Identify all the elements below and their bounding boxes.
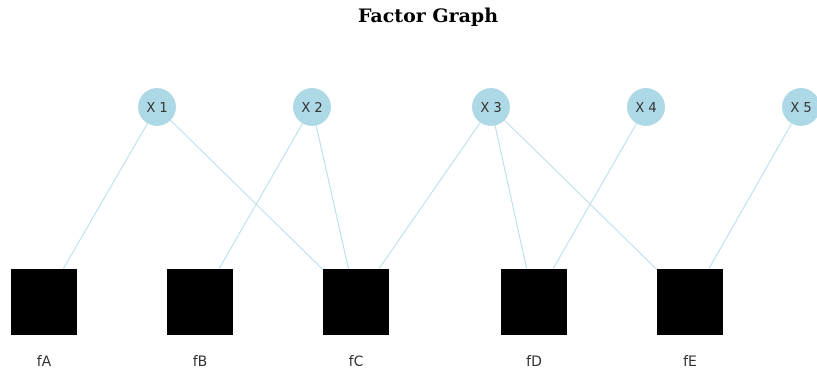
factor-label: fE <box>683 354 697 370</box>
factor-node-fc: fC <box>323 269 389 370</box>
edge-x5-fe <box>708 123 793 270</box>
variable-label: X 2 <box>301 101 322 116</box>
variable-circle <box>293 88 331 126</box>
factor-square <box>11 269 77 335</box>
variable-node-x1: X 1 <box>138 88 176 126</box>
variable-label: X 1 <box>146 101 167 116</box>
factor-label: fD <box>526 354 542 370</box>
edge-x4-fd <box>552 123 637 270</box>
edge-x3-fd <box>494 125 528 270</box>
edge-x2-fc <box>315 125 350 270</box>
edge-x3-fc <box>378 122 481 270</box>
edge-x2-fb <box>218 123 303 270</box>
variable-label: X 5 <box>790 101 811 116</box>
edge-x1-fa <box>62 123 148 270</box>
factor-label: fA <box>37 354 52 370</box>
edge-x1-fc <box>170 119 324 271</box>
variable-circle <box>472 88 510 126</box>
factor-label: fC <box>349 354 364 370</box>
edge-x3-fe <box>504 119 658 271</box>
variable-node-x2: X 2 <box>293 88 331 126</box>
factor-square <box>501 269 567 335</box>
factor-label: fB <box>193 354 208 370</box>
factor-node-fd: fD <box>501 269 567 370</box>
factor-square <box>167 269 233 335</box>
factor-node-fe: fE <box>657 269 723 370</box>
edges-layer <box>62 119 793 271</box>
variable-circle <box>782 88 817 126</box>
variable-label: X 3 <box>480 101 501 116</box>
variable-label: X 4 <box>635 101 656 116</box>
variable-node-x4: X 4 <box>627 88 665 126</box>
variable-node-x5: X 5 <box>782 88 817 126</box>
diagram-title: Factor Graph <box>358 5 498 27</box>
variable-circle <box>138 88 176 126</box>
variable-node-x3: X 3 <box>472 88 510 126</box>
factor-node-fb: fB <box>167 269 233 370</box>
factor-square <box>323 269 389 335</box>
factor-node-fa: fA <box>11 269 77 370</box>
variable-circle <box>627 88 665 126</box>
factor-square <box>657 269 723 335</box>
nodes-layer: X 1 X 2 X 3 X 4 X 5 fA fB fC fD fE <box>11 88 817 370</box>
